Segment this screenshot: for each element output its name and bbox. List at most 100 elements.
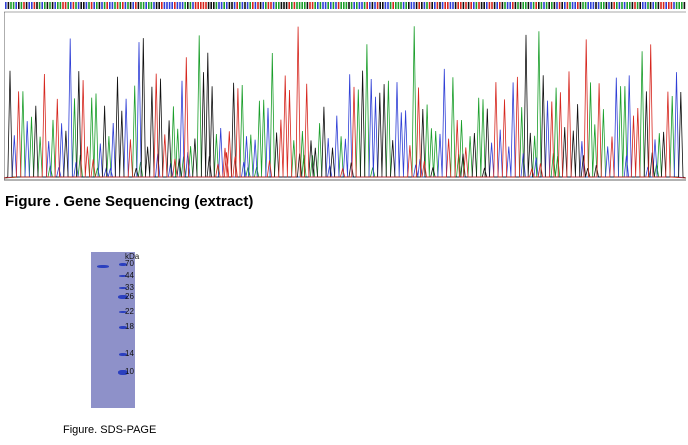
base-tick <box>51 2 54 9</box>
base-tick <box>7 2 10 9</box>
marker-band-70 <box>119 263 127 266</box>
sds-page-caption: Figure. SDS-PAGE <box>63 424 157 436</box>
base-tick <box>616 2 618 9</box>
base-tick <box>631 2 634 9</box>
base-tick <box>475 2 478 9</box>
base-tick <box>522 2 524 9</box>
base-tick <box>436 2 439 9</box>
base-tick <box>376 2 379 9</box>
base-tick <box>582 2 584 9</box>
base-tick <box>587 2 589 9</box>
base-tick <box>332 2 335 9</box>
base-tick <box>478 2 480 9</box>
base-tick <box>337 2 340 9</box>
base-tick <box>662 2 665 9</box>
base-tick <box>465 2 467 9</box>
base-tick <box>54 2 56 9</box>
base-tick <box>551 2 553 9</box>
sequencing-chromatogram <box>4 0 686 182</box>
base-tick <box>621 2 623 9</box>
base-tick <box>83 2 85 9</box>
base-tick <box>374 2 376 9</box>
base-tick <box>569 2 571 9</box>
base-tick <box>132 2 134 9</box>
base-tick <box>428 2 431 9</box>
marker-label-14: 14 <box>125 349 134 358</box>
base-tick <box>59 2 62 9</box>
base-tick <box>275 2 277 9</box>
base-tick <box>322 2 324 9</box>
marker-label-22: 22 <box>125 307 134 316</box>
base-tick <box>75 2 77 9</box>
base-tick <box>200 2 202 9</box>
marker-band-33 <box>119 287 127 289</box>
base-tick <box>579 2 582 9</box>
base-tick <box>348 2 350 9</box>
base-tick <box>90 2 93 9</box>
base-tick <box>590 2 592 9</box>
base-tick <box>405 2 407 9</box>
base-tick <box>249 2 251 9</box>
base-tick <box>259 2 262 9</box>
base-tick <box>298 2 301 9</box>
base-tick <box>652 2 654 9</box>
base-tick <box>514 2 517 9</box>
base-tick <box>210 2 212 9</box>
base-tick <box>350 2 353 9</box>
base-tick <box>288 2 290 9</box>
base-tick <box>5 2 7 9</box>
base-tick <box>171 2 173 9</box>
marker-label-26: 26 <box>125 292 134 301</box>
base-tick <box>467 2 470 9</box>
base-tick <box>506 2 509 9</box>
base-tick <box>340 2 342 9</box>
base-tick <box>44 2 46 9</box>
base-tick <box>382 2 384 9</box>
base-tick <box>527 2 530 9</box>
base-tick <box>595 2 597 9</box>
base-tick <box>608 2 610 9</box>
base-tick <box>361 2 363 9</box>
base-tick <box>181 2 184 9</box>
base-tick <box>392 2 394 9</box>
base-tick <box>538 2 540 9</box>
marker-band-14 <box>119 353 127 356</box>
base-tick <box>413 2 415 9</box>
base-tick <box>223 2 225 9</box>
base-tick <box>389 2 392 9</box>
base-tick <box>46 2 49 9</box>
base-tick <box>158 2 160 9</box>
kda-label: kDa <box>125 252 140 261</box>
base-tick <box>25 2 28 9</box>
base-tick <box>629 2 631 9</box>
base-tick <box>486 2 488 9</box>
base-tick <box>681 2 683 9</box>
base-tick <box>168 2 171 9</box>
base-tick <box>36 2 38 9</box>
base-tick <box>426 2 428 9</box>
marker-label-33: 33 <box>125 283 134 292</box>
marker-band-18 <box>119 326 127 329</box>
base-tick <box>207 2 210 9</box>
base-tick <box>634 2 636 9</box>
base-tick <box>525 2 527 9</box>
marker-band-44 <box>119 275 127 277</box>
base-tick <box>116 2 119 9</box>
base-tick <box>660 2 662 9</box>
base-tick <box>597 2 600 9</box>
base-tick <box>62 2 64 9</box>
base-tick <box>306 2 309 9</box>
marker-label-44: 44 <box>125 271 134 280</box>
base-tick <box>272 2 275 9</box>
base-tick <box>639 2 641 9</box>
base-tick <box>278 2 280 9</box>
base-tick <box>49 2 51 9</box>
base-tick <box>649 2 652 9</box>
marker-band-22 <box>119 311 127 313</box>
base-tick <box>106 2 108 9</box>
base-tick <box>449 2 452 9</box>
base-tick <box>517 2 519 9</box>
base-tick <box>327 2 329 9</box>
base-tick <box>540 2 543 9</box>
base-tick <box>28 2 30 9</box>
